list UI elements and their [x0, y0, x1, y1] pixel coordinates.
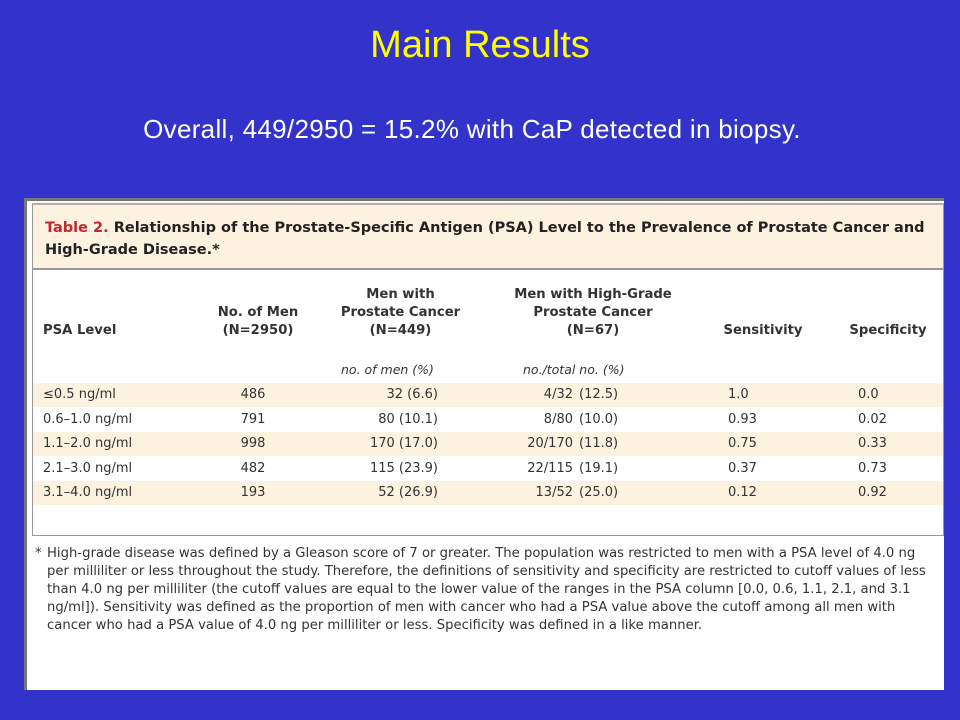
cell-hg-pct: (11.8)	[579, 436, 619, 451]
cell-hg-count: 13/52	[535, 485, 573, 500]
cell-men: 482	[240, 460, 266, 476]
header-sensitivity: Sensitivity	[723, 323, 803, 338]
cell-specificity: 0.02	[858, 411, 887, 427]
cell-hg-count: 4/32	[543, 387, 573, 402]
unit-high-grade: no./total no. (%)	[523, 362, 625, 377]
cell-specificity: 0.73	[858, 460, 887, 476]
cell-specificity: 0.33	[858, 436, 887, 451]
cell-sensitivity: 0.37	[728, 460, 757, 476]
table-frame: Table 2. Relationship of the Prostate-Sp…	[32, 203, 944, 536]
cell-sensitivity: 1.0	[728, 387, 749, 402]
header-cancer-line: Prostate Cancer	[340, 305, 461, 320]
cell-psa: ≤0.5 ng/ml	[43, 387, 116, 402]
header-cancer-line: (N=449)	[369, 323, 432, 338]
cell-cancer: 80 (10.1)	[378, 411, 438, 427]
footnote-marker: *	[35, 546, 42, 561]
cell-men: 486	[240, 387, 266, 402]
cell-psa: 3.1–4.0 ng/ml	[43, 485, 133, 500]
cell-cancer: 115 (23.9)	[369, 460, 438, 476]
table-caption-text: Relationship of the Prostate-Specific An…	[45, 220, 925, 258]
footnote-text: High-grade disease was defined by a Glea…	[47, 546, 926, 633]
cell-cancer: 170 (17.0)	[369, 436, 438, 451]
cell-hg-count: 22/115	[527, 460, 573, 476]
cell-hg-pct: (12.5)	[579, 387, 619, 402]
cell-men: 193	[240, 485, 266, 500]
cell-men: 791	[240, 411, 266, 427]
table-row: 3.1–4.0 ng/ml 193 52 (26.9) 13/52 (25.0) 0.12…	[33, 481, 943, 505]
header-men-line: (N=2950)	[222, 323, 294, 338]
cell-psa: 2.1–3.0 ng/ml	[43, 460, 133, 476]
slide-title: Main Results	[370, 24, 590, 66]
cell-specificity: 0.92	[858, 485, 887, 500]
cell-hg-count: 8/80	[543, 411, 573, 427]
cell-hg-pct: (25.0)	[579, 485, 619, 500]
table-header: PSA Level No. of Men (N=2950) Men with P…	[33, 270, 943, 385]
cell-sensitivity: 0.12	[728, 485, 757, 500]
cell-psa: 1.1–2.0 ng/ml	[43, 436, 133, 451]
cell-cancer: 32 (6.6)	[386, 387, 439, 402]
header-men-line: No. of Men	[217, 305, 299, 320]
cell-sensitivity: 0.93	[728, 411, 757, 427]
table-figure: Table 2. Relationship of the Prostate-Sp…	[24, 198, 944, 690]
cell-hg-count: 20/170	[527, 436, 573, 451]
cell-men: 998	[240, 436, 266, 451]
table-row: 1.1–2.0 ng/ml 998 170 (17.0) 20/170 (11.8) 0.…	[33, 432, 943, 456]
header-specificity: Specificity	[849, 323, 927, 338]
cell-psa: 0.6–1.0 ng/ml	[43, 411, 133, 427]
header-prostate-cancer: Men with Prostate Cancer (N=449)	[323, 286, 478, 340]
cell-cancer: 52 (26.9)	[378, 485, 438, 500]
header-high-grade-line: Men with High-Grade	[514, 287, 672, 302]
slide-subtitle: Overall, 449/2950 = 15.2% with CaP detec…	[143, 114, 801, 144]
cell-specificity: 0.0	[858, 387, 879, 402]
header-psa-level: PSA Level	[43, 323, 117, 338]
table-row: 0.6–1.0 ng/ml 791 80 (10.1) 8/80 (10.0) 0.93 0…	[33, 408, 943, 432]
header-no-of-men: No. of Men (N=2950)	[198, 304, 318, 340]
table-caption: Table 2. Relationship of the Prostate-Sp…	[33, 205, 943, 270]
header-high-grade-line: (N=67)	[566, 323, 620, 338]
cell-sensitivity: 0.75	[728, 436, 757, 451]
cell-hg-pct: (10.0)	[579, 411, 619, 427]
header-high-grade: Men with High-Grade Prostate Cancer (N=6…	[498, 286, 688, 340]
table-row: 2.1–3.0 ng/ml 482 115 (23.9) 22/115 (19.1) 0.…	[33, 457, 943, 481]
table-caption-label: Table 2.	[45, 220, 109, 236]
header-cancer-line: Men with	[366, 287, 435, 302]
cell-hg-pct: (19.1)	[579, 460, 619, 476]
unit-cancer: no. of men (%)	[341, 362, 434, 377]
table-row: ≤0.5 ng/ml 486 32 (6.6) 4/32 (12.5) 1.0 0.0	[33, 383, 943, 407]
table-footnote: * High-grade disease was defined by a Gl…	[35, 545, 935, 635]
header-high-grade-line: Prostate Cancer	[533, 305, 653, 320]
